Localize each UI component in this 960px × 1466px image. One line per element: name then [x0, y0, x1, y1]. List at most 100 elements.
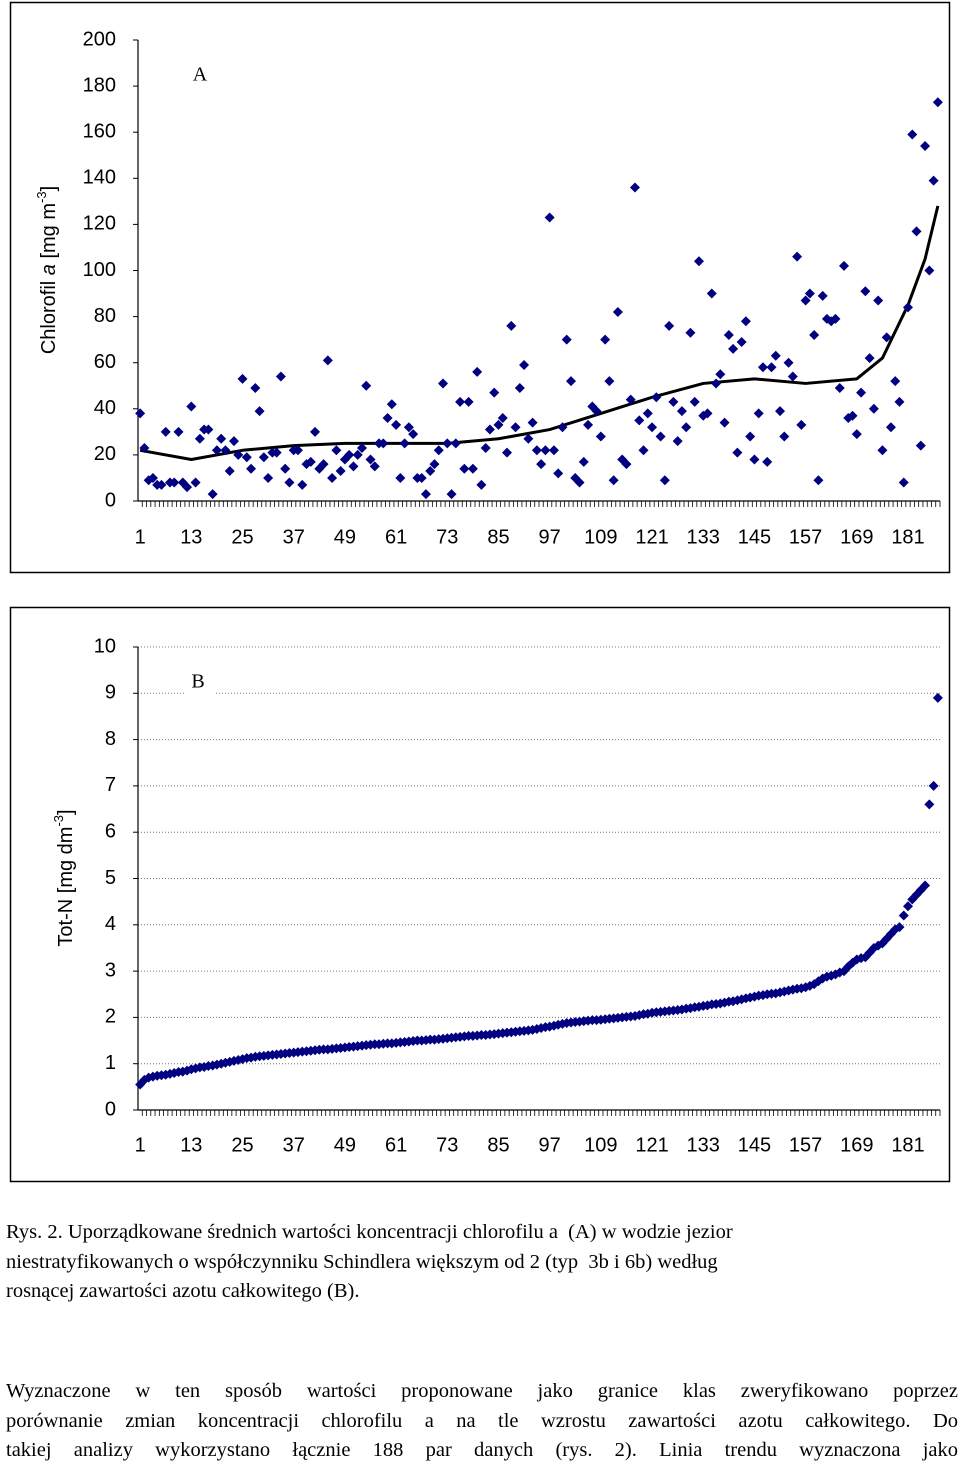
- panel-label: A: [193, 64, 208, 86]
- y-tick-label: 180: [83, 74, 116, 96]
- y-tick-label: 2: [105, 1006, 116, 1028]
- data-point: [629, 182, 640, 193]
- data-point: [484, 424, 495, 435]
- data-point: [621, 459, 632, 470]
- data-point: [681, 422, 692, 433]
- data-point: [907, 129, 918, 140]
- data-point: [250, 383, 261, 394]
- x-tick-label: 157: [789, 1134, 822, 1156]
- data-point: [557, 422, 568, 433]
- data-point: [890, 376, 901, 387]
- data-point: [403, 422, 414, 433]
- data-point: [736, 336, 747, 347]
- data-point: [531, 445, 542, 456]
- data-point: [625, 394, 636, 405]
- data-point: [408, 429, 419, 440]
- data-point: [924, 265, 935, 276]
- data-point: [647, 422, 658, 433]
- data-point: [732, 447, 743, 458]
- data-point: [894, 922, 905, 933]
- data-point: [928, 780, 939, 791]
- data-point: [194, 433, 205, 444]
- data-point: [834, 383, 845, 394]
- x-tick-label: 73: [436, 1134, 458, 1156]
- data-point: [711, 378, 722, 389]
- y-tick-label: 80: [94, 305, 116, 327]
- data-point: [425, 466, 436, 477]
- data-point: [851, 429, 862, 440]
- data-point: [903, 302, 914, 313]
- y-tick-label: 4: [105, 913, 116, 935]
- data-point: [792, 251, 803, 262]
- data-point: [420, 489, 431, 500]
- data-point: [578, 456, 589, 467]
- x-tick-label: 85: [487, 526, 509, 548]
- x-tick-label: 61: [385, 526, 407, 548]
- data-point: [920, 880, 931, 891]
- data-point: [233, 449, 244, 460]
- data-point: [369, 461, 380, 472]
- data-point: [207, 489, 218, 500]
- data-point: [659, 475, 670, 486]
- y-tick-label: 100: [83, 259, 116, 281]
- data-point: [685, 327, 696, 338]
- data-point: [591, 406, 602, 417]
- x-tick-label: 145: [738, 526, 771, 548]
- data-point: [416, 472, 427, 483]
- data-point: [651, 392, 662, 403]
- data-point: [190, 477, 201, 488]
- data-point: [894, 396, 905, 407]
- data-point: [527, 417, 538, 428]
- data-point: [728, 343, 739, 354]
- caption-line: Rys. 2. Uporządkowane średnich wartości …: [6, 1221, 733, 1243]
- data-point: [868, 403, 879, 414]
- data-point: [911, 226, 922, 237]
- data-point: [455, 396, 466, 407]
- data-point: [873, 295, 884, 306]
- data-point: [228, 436, 239, 447]
- y-tick-label: 3: [105, 959, 116, 981]
- data-point: [817, 290, 828, 301]
- x-tick-label: 109: [584, 1134, 617, 1156]
- data-point: [702, 408, 713, 419]
- data-point: [723, 330, 734, 341]
- data-point: [881, 332, 892, 343]
- data-point: [544, 212, 555, 223]
- data-point: [365, 454, 376, 465]
- data-point: [182, 482, 193, 493]
- y-axis-label: Tot-N [mg dm-3]: [51, 809, 77, 946]
- x-tick-label: 133: [687, 1134, 720, 1156]
- paragraph: Wyznaczone w ten sposób wartości propono…: [6, 1377, 958, 1466]
- chart-frame: [9, 606, 951, 1183]
- data-point: [638, 445, 649, 456]
- data-point: [497, 413, 508, 424]
- data-point: [847, 410, 858, 421]
- data-point: [800, 295, 811, 306]
- data-point: [809, 330, 820, 341]
- x-tick-label: 97: [539, 1134, 561, 1156]
- y-tick-label: 200: [83, 28, 116, 50]
- data-point: [796, 419, 807, 430]
- data-point: [203, 424, 214, 435]
- y-tick-label: 20: [94, 443, 116, 465]
- data-point: [565, 376, 576, 387]
- data-point: [378, 438, 389, 449]
- data-point: [510, 422, 521, 433]
- data-point: [864, 353, 875, 364]
- data-point: [612, 306, 623, 317]
- data-point: [433, 445, 444, 456]
- data-point: [344, 449, 355, 460]
- data-point: [932, 97, 943, 108]
- x-tick-label: 13: [180, 526, 202, 548]
- data-point: [856, 387, 867, 398]
- panel-label: B: [191, 671, 204, 693]
- data-point: [523, 433, 534, 444]
- data-point: [361, 380, 372, 391]
- y-axis-label-part: ]: [55, 809, 77, 815]
- data-point: [310, 426, 321, 437]
- data-point: [553, 468, 564, 479]
- data-point: [335, 466, 346, 477]
- data-point: [438, 378, 449, 389]
